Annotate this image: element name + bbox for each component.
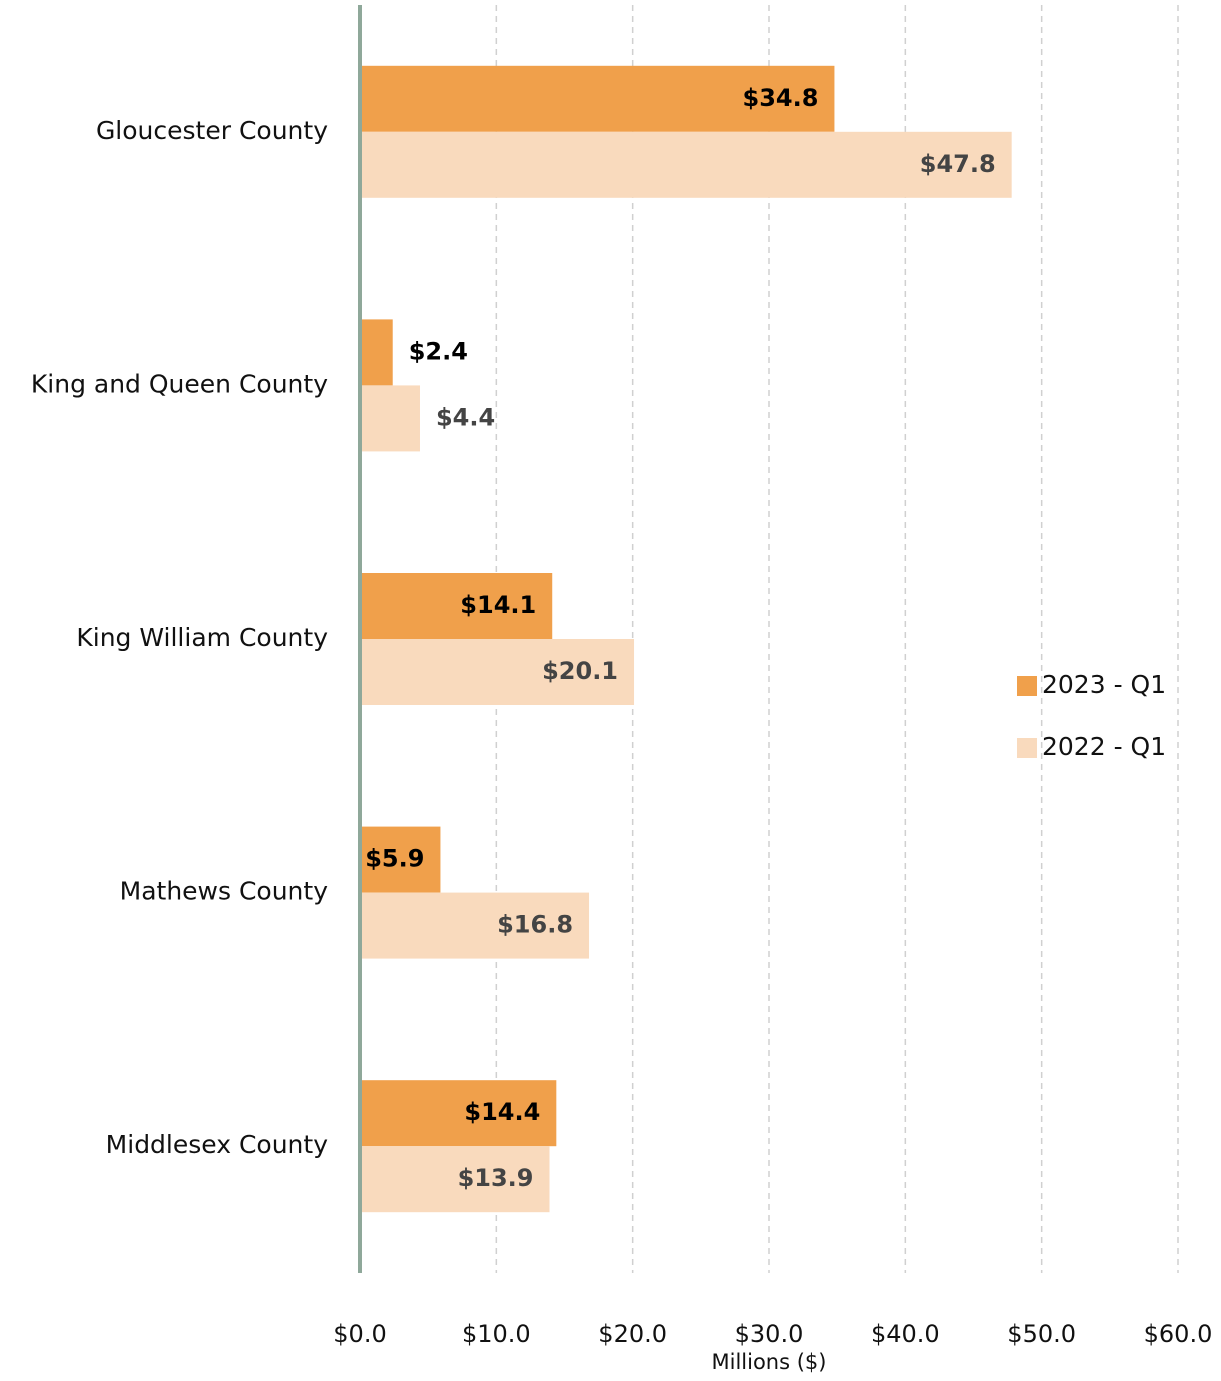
bar (360, 1080, 557, 1147)
bar (360, 65, 835, 132)
x-tick-label: $40.0 (871, 1320, 940, 1348)
legend-swatch (1017, 738, 1037, 758)
x-axis-label: Millions ($) (712, 1350, 827, 1374)
bar (360, 892, 590, 959)
value-label: $47.8 (920, 150, 996, 178)
x-tick-label: $10.0 (462, 1320, 531, 1348)
bar (360, 319, 393, 386)
value-label: $20.1 (542, 657, 618, 685)
category-label: King and Queen County (31, 369, 328, 398)
x-tick-label: $30.0 (735, 1320, 804, 1348)
value-label: $14.4 (464, 1098, 540, 1126)
bar (360, 639, 635, 705)
category-label: King William County (76, 623, 328, 652)
bar (360, 573, 553, 639)
bar (360, 131, 1012, 198)
x-tick-label: $20.0 (598, 1320, 667, 1348)
value-label: $5.9 (365, 845, 424, 873)
value-label: $4.4 (436, 403, 495, 431)
value-label: $14.1 (460, 591, 536, 619)
legend-label: 2023 - Q1 (1042, 670, 1166, 699)
bar (360, 385, 420, 452)
legend-swatch (1017, 676, 1037, 696)
x-tick-label: $60.0 (1144, 1320, 1213, 1348)
value-label: $34.8 (743, 84, 819, 112)
legend-label: 2022 - Q1 (1042, 732, 1166, 761)
x-tick-label: $0.0 (333, 1320, 386, 1348)
value-label: $2.4 (409, 337, 468, 365)
category-label: Middlesex County (106, 1130, 329, 1159)
x-tick-label: $50.0 (1007, 1320, 1076, 1348)
value-label: $13.9 (458, 1164, 534, 1192)
category-label: Mathews County (120, 877, 329, 906)
bar (360, 1146, 550, 1213)
bar (360, 826, 441, 893)
value-label: $16.8 (497, 911, 573, 939)
category-label: Gloucester County (96, 116, 328, 145)
